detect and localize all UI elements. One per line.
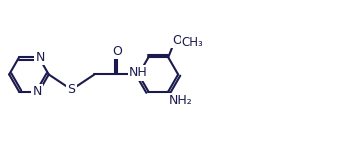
Text: O: O [112, 45, 122, 58]
Text: NH: NH [129, 66, 148, 79]
Text: CH₃: CH₃ [182, 36, 203, 49]
Text: S: S [68, 83, 76, 96]
Text: N: N [33, 85, 42, 98]
Text: N: N [36, 51, 45, 64]
Text: O: O [172, 34, 182, 47]
Text: NH₂: NH₂ [169, 94, 192, 107]
